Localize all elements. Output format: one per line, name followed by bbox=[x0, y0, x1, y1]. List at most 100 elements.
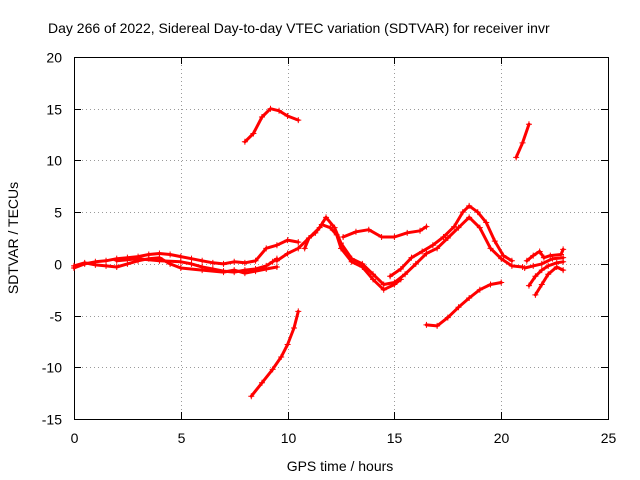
series-line bbox=[424, 281, 503, 328]
data-point-marker bbox=[284, 112, 291, 119]
data-point-marker bbox=[545, 262, 552, 269]
x-axis-label: GPS time / hours bbox=[287, 458, 394, 474]
data-point-marker bbox=[391, 281, 398, 288]
data-point-marker bbox=[429, 242, 436, 249]
data-point-marker bbox=[547, 252, 554, 259]
data-point-marker bbox=[530, 262, 537, 269]
x-tick-label: 20 bbox=[494, 430, 510, 446]
data-point-marker bbox=[525, 282, 532, 289]
y-tick-label: 0 bbox=[54, 257, 62, 273]
x-tick-label: 15 bbox=[387, 430, 403, 446]
data-point-marker bbox=[295, 245, 302, 252]
data-point-marker bbox=[378, 233, 385, 240]
data-point-marker bbox=[241, 259, 248, 266]
data-point-marker bbox=[295, 239, 302, 246]
data-point-marker bbox=[487, 245, 494, 252]
data-point-marker bbox=[423, 223, 430, 230]
data-point-marker bbox=[135, 255, 142, 262]
series-arc-8 bbox=[241, 105, 302, 145]
data-point-marker bbox=[177, 264, 184, 271]
data-point-marker bbox=[459, 209, 466, 216]
data-point-marker bbox=[397, 266, 404, 273]
data-point-marker bbox=[523, 257, 530, 264]
y-tick-label: 15 bbox=[46, 102, 62, 118]
y-axis-label: SDTVAR / TECUs bbox=[5, 182, 21, 294]
series-arc-14 bbox=[532, 263, 567, 298]
data-point-marker bbox=[402, 271, 409, 278]
series-arc-6 bbox=[340, 223, 430, 240]
data-point-marker bbox=[318, 221, 325, 228]
data-point-marker bbox=[444, 314, 451, 321]
data-point-marker bbox=[103, 257, 110, 264]
data-point-marker bbox=[231, 269, 238, 276]
data-point-marker bbox=[434, 322, 441, 329]
data-point-marker bbox=[434, 245, 441, 252]
series-arc-9 bbox=[248, 308, 302, 400]
series-arc-10 bbox=[423, 279, 505, 329]
data-point-marker bbox=[380, 281, 387, 288]
data-point-marker bbox=[348, 258, 355, 265]
data-point-marker bbox=[538, 281, 545, 288]
data-point-marker bbox=[312, 229, 319, 236]
plot-frame bbox=[74, 57, 609, 420]
y-tick-label: 5 bbox=[54, 205, 62, 221]
y-tick-label: 10 bbox=[46, 153, 62, 169]
data-point-marker bbox=[263, 262, 270, 269]
y-tick-label: -5 bbox=[50, 309, 63, 325]
chart-title: Day 266 of 2022, Sidereal Day-to-day VTE… bbox=[48, 20, 550, 36]
data-point-marker bbox=[188, 260, 195, 267]
data-point-marker bbox=[549, 255, 556, 262]
axis-ticks: 0 5 10 15 20 25 -15 -10 -5 0 5 10 15 20 bbox=[42, 50, 617, 447]
data-point-marker bbox=[498, 255, 505, 262]
data-point-marker bbox=[545, 271, 552, 278]
data-point-marker bbox=[156, 257, 163, 264]
data-point-marker bbox=[113, 263, 120, 270]
data-point-marker bbox=[333, 231, 340, 238]
data-point-marker bbox=[444, 235, 451, 241]
data-point-marker bbox=[540, 254, 547, 261]
data-point-marker bbox=[483, 219, 490, 226]
data-point-marker bbox=[451, 223, 458, 230]
data-point-marker bbox=[370, 271, 377, 278]
data-point-marker bbox=[380, 286, 387, 293]
data-point-marker bbox=[466, 294, 473, 301]
data-point-marker bbox=[177, 258, 184, 265]
data-point-marker bbox=[276, 107, 283, 114]
data-point-marker bbox=[188, 255, 195, 262]
data-point-marker bbox=[423, 321, 430, 328]
data-point-marker bbox=[474, 209, 481, 216]
data-point-marker bbox=[352, 228, 359, 235]
plot-area bbox=[74, 57, 609, 420]
data-point-marker bbox=[258, 379, 265, 386]
x-tick-label: 5 bbox=[178, 430, 186, 446]
series-layer bbox=[71, 105, 567, 400]
data-point-marker bbox=[498, 279, 505, 286]
y-tick-label: -15 bbox=[42, 412, 62, 428]
grid bbox=[74, 57, 608, 419]
data-point-marker bbox=[491, 238, 498, 245]
data-point-marker bbox=[508, 262, 515, 269]
data-point-marker bbox=[103, 262, 110, 269]
data-point-marker bbox=[538, 260, 545, 267]
data-point-marker bbox=[476, 286, 483, 293]
data-point-marker bbox=[295, 308, 302, 315]
data-point-marker bbox=[340, 233, 347, 240]
data-point-marker bbox=[269, 258, 276, 265]
series-line bbox=[243, 107, 300, 144]
data-point-marker bbox=[500, 252, 507, 259]
series-line bbox=[388, 204, 514, 278]
data-point-marker bbox=[536, 248, 543, 255]
data-point-marker bbox=[455, 304, 462, 311]
data-point-marker bbox=[263, 245, 270, 252]
data-point-marker bbox=[521, 264, 528, 271]
data-point-marker bbox=[423, 250, 430, 257]
data-point-marker bbox=[323, 214, 330, 221]
data-point-marker bbox=[513, 154, 520, 161]
x-tick-label: 0 bbox=[71, 430, 79, 446]
data-point-marker bbox=[560, 267, 567, 274]
series-arc-7 bbox=[387, 202, 515, 280]
data-point-marker bbox=[209, 259, 216, 266]
data-point-marker bbox=[530, 252, 537, 259]
data-point-marker bbox=[250, 130, 257, 137]
